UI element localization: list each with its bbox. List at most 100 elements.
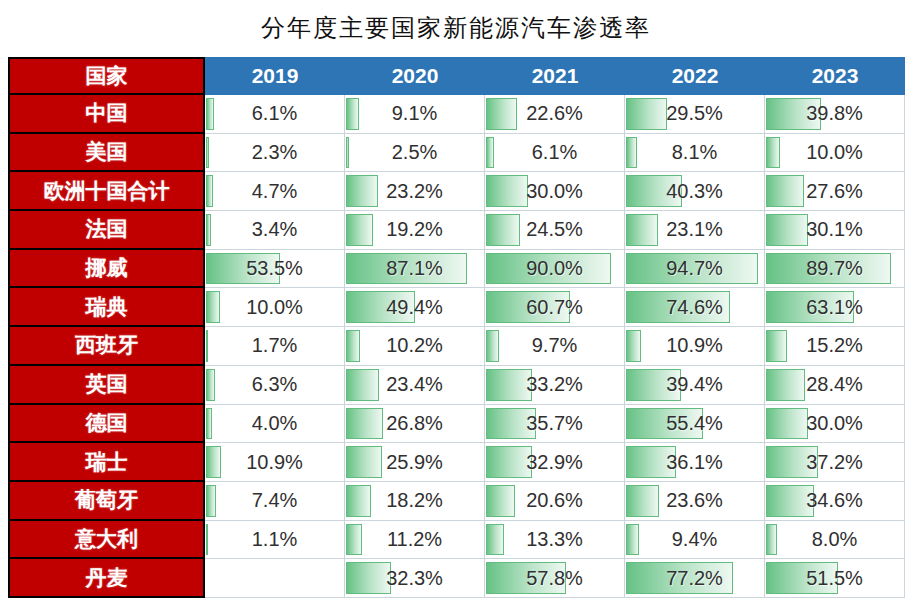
value-cell: 33.2% <box>485 366 625 405</box>
data-bar <box>346 175 378 207</box>
data-bar <box>346 137 349 169</box>
value-label: 13.3% <box>526 528 583 551</box>
value-cell: 1.1% <box>205 521 345 560</box>
value-cell: 19.2% <box>345 211 485 250</box>
value-cell: 77.2% <box>625 559 765 598</box>
country-cell: 法国 <box>8 211 205 250</box>
value-cell: 49.4% <box>345 288 485 327</box>
data-bar <box>486 330 499 362</box>
value-cell: 34.6% <box>765 482 905 521</box>
value-cell: 30.0% <box>765 405 905 444</box>
value-cell: 23.6% <box>625 482 765 521</box>
country-column-header: 国家 <box>8 57 205 95</box>
value-label: 3.4% <box>252 218 298 241</box>
value-cell: 27.6% <box>765 172 905 211</box>
value-label: 34.6% <box>806 489 863 512</box>
value-label: 25.9% <box>386 451 443 474</box>
value-cell: 30.1% <box>765 211 905 250</box>
table-row: 西班牙1.7%10.2%9.7%10.9%15.2% <box>8 327 905 366</box>
data-bar <box>206 291 220 323</box>
value-cell: 39.8% <box>765 95 905 134</box>
value-label: 36.1% <box>666 451 723 474</box>
data-bar <box>486 175 528 207</box>
value-cell: 23.4% <box>345 366 485 405</box>
value-cell: 39.4% <box>625 366 765 405</box>
value-label: 55.4% <box>666 412 723 435</box>
value-cell: 9.7% <box>485 327 625 366</box>
value-label: 30.0% <box>526 180 583 203</box>
country-cell: 欧洲十国合计 <box>8 172 205 211</box>
value-label: 53.5% <box>246 257 303 280</box>
country-cell: 瑞士 <box>8 443 205 482</box>
data-bar <box>206 369 215 401</box>
data-bar <box>486 98 517 130</box>
data-bar <box>206 214 211 246</box>
value-label: 40.3% <box>666 180 723 203</box>
value-cell: 2.5% <box>345 134 485 173</box>
value-label: 19.2% <box>386 218 443 241</box>
value-label: 39.8% <box>806 102 863 125</box>
value-label: 8.0% <box>812 528 858 551</box>
value-label: 24.5% <box>526 218 583 241</box>
value-label: 87.1% <box>386 257 443 280</box>
value-cell: 11.2% <box>345 521 485 560</box>
value-cell: 23.1% <box>625 211 765 250</box>
value-label: 32.3% <box>386 567 443 590</box>
value-label: 33.2% <box>526 373 583 396</box>
value-cell: 7.4% <box>205 482 345 521</box>
value-cell <box>205 559 345 598</box>
data-bar <box>346 446 382 478</box>
value-cell: 6.1% <box>485 134 625 173</box>
data-bar <box>346 524 362 556</box>
data-bar <box>346 562 391 594</box>
data-bar <box>346 408 383 440</box>
data-bar <box>766 408 808 440</box>
value-label: 1.1% <box>252 528 298 551</box>
value-label: 94.7% <box>666 257 723 280</box>
data-bar <box>206 446 221 478</box>
data-bar <box>766 524 777 556</box>
data-bar <box>346 330 360 362</box>
value-cell: 57.8% <box>485 559 625 598</box>
data-bar <box>626 485 659 517</box>
value-label: 10.0% <box>806 141 863 164</box>
value-label: 30.0% <box>806 412 863 435</box>
value-label: 20.6% <box>526 489 583 512</box>
data-bar <box>626 98 667 130</box>
value-cell: 9.1% <box>345 95 485 134</box>
table-row: 葡萄牙7.4%18.2%20.6%23.6%34.6% <box>8 482 905 521</box>
value-cell: 9.4% <box>625 521 765 560</box>
country-cell: 德国 <box>8 405 205 444</box>
table-row: 英国6.3%23.4%33.2%39.4%28.4% <box>8 366 905 405</box>
value-label: 51.5% <box>806 567 863 590</box>
table-row: 欧洲十国合计4.7%23.2%30.0%40.3%27.6% <box>8 172 905 211</box>
value-cell: 10.0% <box>765 134 905 173</box>
value-cell: 63.1% <box>765 288 905 327</box>
table-row: 瑞士10.9%25.9%32.9%36.1%37.2% <box>8 443 905 482</box>
data-bar <box>206 408 212 440</box>
country-cell: 美国 <box>8 134 205 173</box>
value-cell: 32.3% <box>345 559 485 598</box>
data-bar <box>486 485 515 517</box>
country-cell: 丹麦 <box>8 559 205 598</box>
value-cell: 90.0% <box>485 250 625 289</box>
table-row: 美国2.3%2.5%6.1%8.1%10.0% <box>8 134 905 173</box>
data-bar <box>206 98 214 130</box>
table-body: 中国 6.1%9.1% 22.6% 29.5% 39.8% 美国2.3%2.5%6.1%8… <box>8 95 905 598</box>
value-cell: 13.3% <box>485 521 625 560</box>
country-cell: 中国 <box>8 95 205 134</box>
value-cell: 51.5% <box>765 559 905 598</box>
year-header-2021: 2021 <box>485 57 625 95</box>
value-label: 22.6% <box>526 102 583 125</box>
value-cell: 23.2% <box>345 172 485 211</box>
value-cell: 8.0% <box>765 521 905 560</box>
value-cell: 29.5% <box>625 95 765 134</box>
year-header-2022: 2022 <box>625 57 765 95</box>
table-row: 意大利1.1%11.2%13.3%9.4%8.0% <box>8 521 905 560</box>
value-cell: 32.9% <box>485 443 625 482</box>
value-label: 7.4% <box>252 489 298 512</box>
page: 分年度主要国家新能源汽车渗透率 国家 20192020202120222023 … <box>0 0 912 606</box>
data-bar <box>346 214 373 246</box>
value-cell: 94.7% <box>625 250 765 289</box>
value-label: 74.6% <box>666 296 723 319</box>
